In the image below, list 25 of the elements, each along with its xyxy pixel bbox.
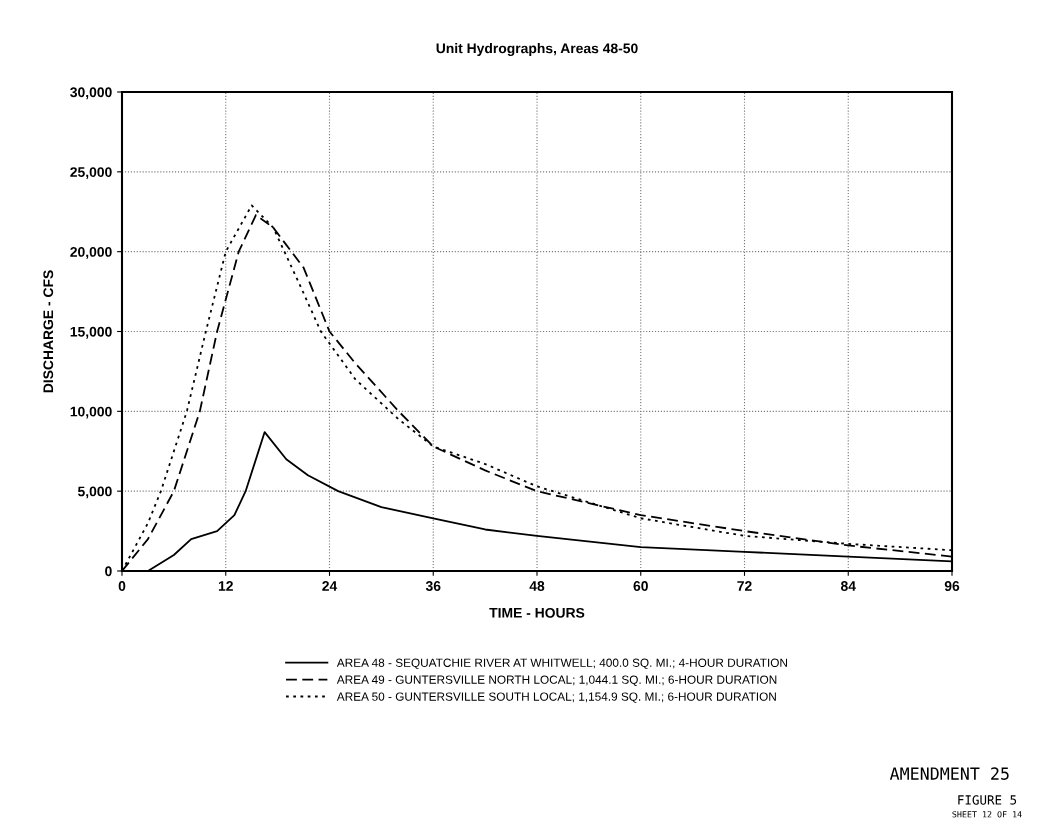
y-tick-label: 30,000 bbox=[70, 87, 112, 100]
y-tick-label: 5,000 bbox=[77, 486, 112, 499]
y-axis-title: DISCHARGE - CFS bbox=[43, 270, 54, 393]
x-tick-label: 96 bbox=[944, 581, 960, 591]
y-tick-label: 0 bbox=[105, 566, 112, 577]
text: AMENDMENT 25 bbox=[889, 767, 1009, 780]
legend-label: AREA 49 - GUNTERSVILLE NORTH LOCAL; 1,044.1 SQ. MI.; 6-HOUR DURATION bbox=[336, 675, 777, 686]
x-tick-label: 24 bbox=[322, 581, 338, 591]
x-tick-label: 36 bbox=[425, 581, 441, 591]
x-tick-label: 48 bbox=[529, 581, 545, 591]
legend-label: AREA 50 - GUNTERSVILLE SOUTH LOCAL; 1,154.9 SQ. MI.; 6-HOUR DURATION bbox=[336, 692, 776, 703]
x-axis-title: TIME - HOURS bbox=[489, 607, 585, 618]
chart-title: Unit Hydrographs, Areas 48-50 bbox=[436, 43, 638, 57]
caption: FIGURE 5 bbox=[958, 795, 1017, 805]
x-tick-label: 0 bbox=[118, 581, 126, 591]
y-tick-label: 15,000 bbox=[70, 326, 112, 339]
text: SHEET 12 OF 14 bbox=[952, 811, 1022, 818]
y-tick-label: 25,000 bbox=[70, 167, 112, 180]
y-tick-label: 10,000 bbox=[70, 406, 112, 419]
y-tick-label: 20,000 bbox=[70, 247, 112, 259]
x-tick-label: 72 bbox=[737, 581, 752, 591]
x-tick-label: 84 bbox=[840, 581, 856, 591]
x-tick-label: 12 bbox=[218, 581, 233, 591]
x-tick-label: 60 bbox=[633, 581, 648, 591]
legend-label: AREA 48 - SEQUATCHIE RIVER AT WHITWELL; 400.0 SQ. MI.; 4-HOUR DURATION bbox=[336, 658, 787, 670]
